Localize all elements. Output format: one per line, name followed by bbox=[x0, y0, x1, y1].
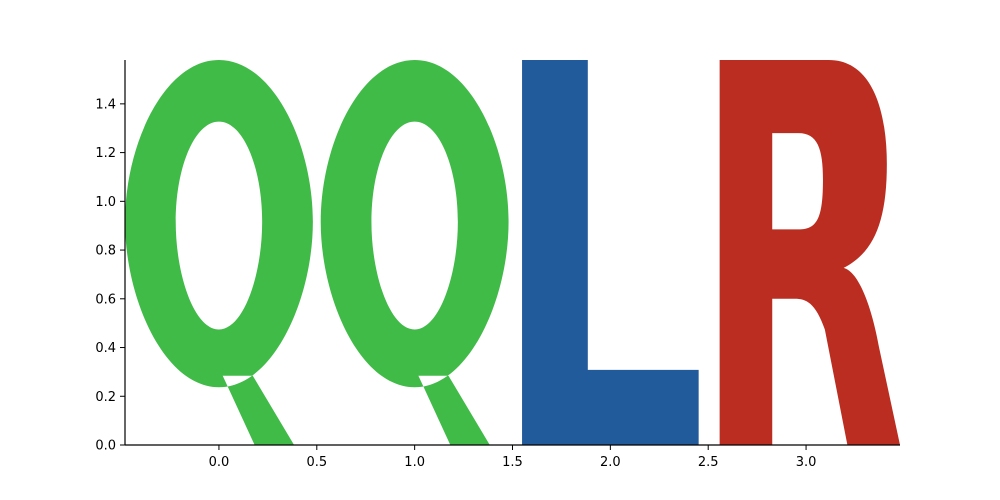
x-tick-label: 1.5 bbox=[502, 455, 523, 470]
y-tick-label: 1.4 bbox=[95, 97, 116, 112]
x-tick-label: 2.0 bbox=[600, 455, 621, 470]
y-tick-label: 0.4 bbox=[95, 341, 116, 356]
letter-glyph bbox=[125, 60, 313, 445]
y-ticks: 0.0 0.2 0.4 0.6 0.8 1.0 1.2 1.4 bbox=[95, 97, 125, 454]
x-tick-label: 0.5 bbox=[306, 455, 327, 470]
y-tick-label: 1.2 bbox=[95, 146, 116, 161]
logo-letter-q-pos-0 bbox=[125, 60, 313, 445]
x-tick-label: 1.0 bbox=[404, 455, 425, 470]
y-tick-label: 0.0 bbox=[95, 439, 116, 454]
y-tick-label: 1.0 bbox=[95, 195, 116, 210]
letter-glyph bbox=[719, 60, 900, 445]
x-tick-label: 0.0 bbox=[209, 455, 230, 470]
letter-glyph bbox=[522, 60, 699, 445]
x-ticks: 0.0 0.5 1.0 1.5 2.0 2.5 3.0 bbox=[209, 445, 817, 470]
logo-letter-q-pos-1 bbox=[320, 60, 509, 445]
x-tick-label: 3.0 bbox=[796, 455, 817, 470]
logo-letter-r-pos-3 bbox=[719, 60, 900, 445]
logo-letter-l-pos-2 bbox=[522, 60, 699, 445]
letter-glyph bbox=[320, 60, 509, 445]
x-tick-label: 2.5 bbox=[698, 455, 719, 470]
y-tick-label: 0.2 bbox=[95, 390, 116, 405]
y-tick-label: 0.8 bbox=[95, 244, 116, 259]
y-tick-label: 0.6 bbox=[95, 292, 116, 307]
letters-layer bbox=[125, 60, 900, 445]
